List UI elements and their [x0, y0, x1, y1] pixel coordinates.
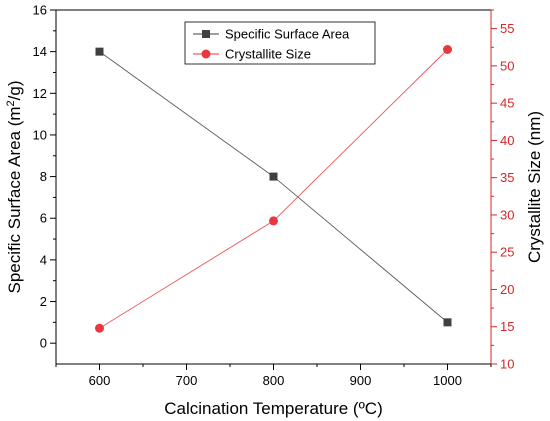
- x-tick-label: 800: [263, 373, 285, 388]
- legend-label: Specific Surface Area: [225, 27, 350, 42]
- y-left-tick-label: 0: [40, 336, 47, 351]
- plot-frame: [55, 9, 492, 365]
- y-left-tick-label: 12: [33, 86, 47, 101]
- y-left-tick-label: 6: [40, 211, 47, 226]
- y-right-tick-label: 25: [500, 245, 514, 260]
- x-tick-label: 1000: [433, 373, 462, 388]
- x-axis-title: Calcination Temperature (ºC): [164, 399, 383, 418]
- y-axis-right: 10 15 20 25 30 35 40 45 50 55: [491, 9, 514, 372]
- data-point-square: [269, 172, 278, 181]
- series-line-1: [99, 51, 448, 323]
- y-left-tick-label: 10: [33, 127, 47, 142]
- y-right-tick-label: 10: [500, 357, 514, 372]
- data-point-circle: [443, 44, 452, 54]
- x-tick-label: 900: [350, 373, 372, 388]
- legend-marker-square: [202, 30, 210, 38]
- y-axis-left-title-main: Specific Surface Area (m: [5, 106, 24, 293]
- y-axis-left-title-tail: /g): [5, 80, 24, 100]
- data-point-circle: [269, 216, 278, 226]
- y-left-tick-label: 4: [40, 252, 47, 267]
- series-layer: [95, 44, 452, 333]
- legend-label: Crystallite Size: [225, 47, 311, 62]
- legend-box: [184, 21, 376, 65]
- y-axis-left: 0 2 4 6 8 10 12 14 16: [33, 3, 56, 351]
- y-left-tick-label: 8: [40, 169, 47, 184]
- x-tick-label: 600: [89, 373, 111, 388]
- y-left-tick-label: 2: [40, 294, 47, 309]
- y-right-tick-label: 55: [500, 21, 514, 36]
- series-line-2: [99, 49, 448, 329]
- data-point-square: [443, 318, 452, 327]
- y-left-tick-label: 14: [33, 44, 47, 59]
- y-axis-right-title: Crystallite Size (nm): [525, 111, 544, 263]
- y-right-tick-label: 15: [500, 319, 514, 334]
- y-right-tick-label: 30: [500, 207, 514, 222]
- y-right-tick-label: 50: [500, 58, 514, 73]
- y-axis-left-title-sup: 2: [5, 100, 17, 106]
- y-right-tick-label: 20: [500, 282, 514, 297]
- y-right-tick-label: 45: [500, 96, 514, 111]
- y-right-tick-label: 35: [500, 170, 514, 185]
- y-right-tick-label: 40: [500, 133, 514, 148]
- legend: Specific Surface Area Crystallite Size: [184, 21, 376, 65]
- legend-marker-circle: [201, 49, 211, 59]
- y-axis-left-title: Specific Surface Area (m2/g): [5, 80, 24, 293]
- data-point-circle: [95, 323, 104, 333]
- x-axis: 600 700 800 900 1000: [55, 364, 492, 388]
- x-tick-label: 700: [176, 373, 198, 388]
- y-left-tick-label: 16: [33, 3, 47, 18]
- data-point-square: [95, 47, 104, 56]
